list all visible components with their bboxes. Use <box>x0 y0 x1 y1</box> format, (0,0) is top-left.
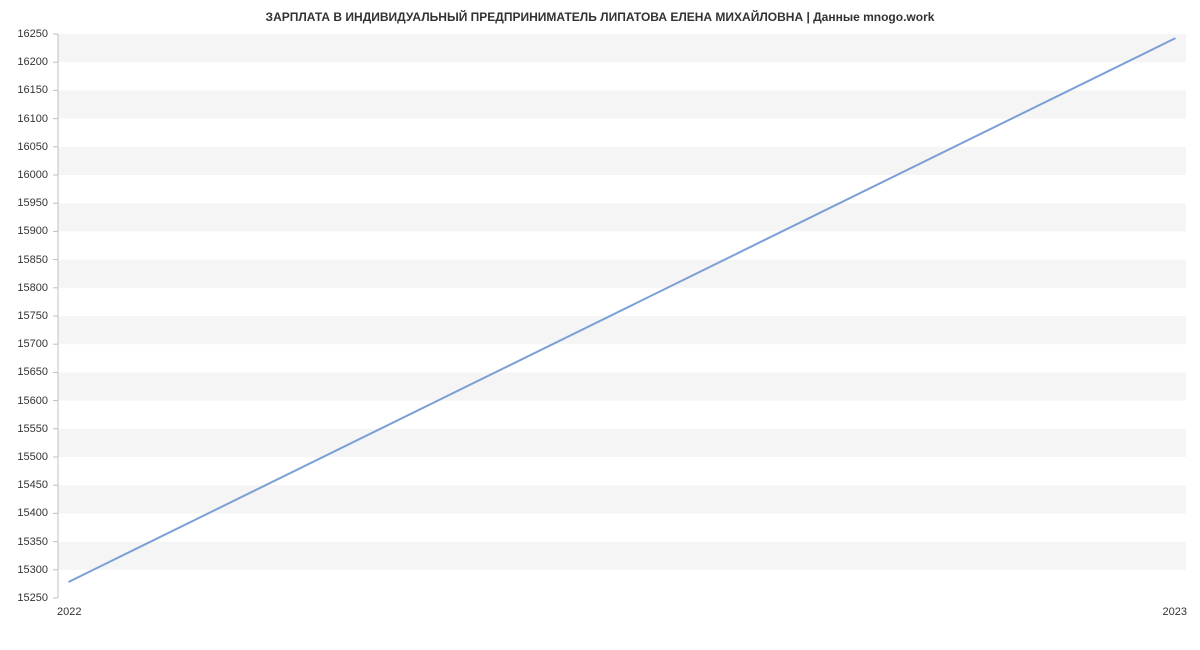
grid-band <box>58 90 1186 118</box>
grid-band <box>58 429 1186 457</box>
grid-band <box>58 203 1186 231</box>
grid-band <box>58 513 1186 541</box>
grid-band <box>58 231 1186 259</box>
grid-band <box>58 260 1186 288</box>
grid-band <box>58 570 1186 598</box>
grid-band <box>58 372 1186 400</box>
plot-area <box>0 0 1200 650</box>
grid-band <box>58 147 1186 175</box>
grid-band <box>58 344 1186 372</box>
grid-band <box>58 316 1186 344</box>
grid-band <box>58 485 1186 513</box>
grid-band <box>58 62 1186 90</box>
grid-band <box>58 34 1186 62</box>
grid-band <box>58 542 1186 570</box>
chart-container: ЗАРПЛАТА В ИНДИВИДУАЛЬНЫЙ ПРЕДПРИНИМАТЕЛ… <box>0 0 1200 650</box>
grid-band <box>58 457 1186 485</box>
grid-band <box>58 288 1186 316</box>
grid-band <box>58 119 1186 147</box>
grid-band <box>58 175 1186 203</box>
grid-band <box>58 401 1186 429</box>
